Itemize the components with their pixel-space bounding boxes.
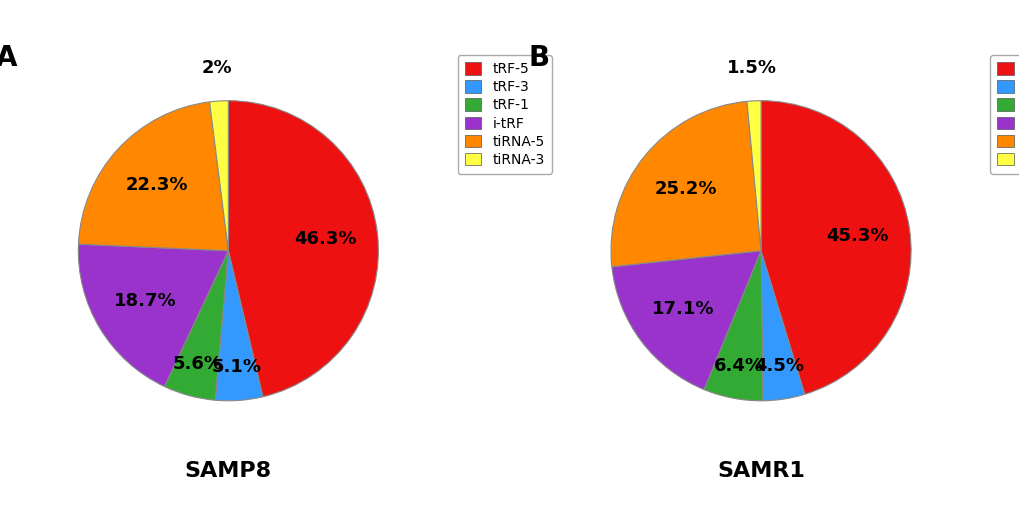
Text: 46.3%: 46.3% (293, 231, 356, 249)
Text: 5.6%: 5.6% (172, 355, 222, 373)
Legend: tRF-5, tRF-3, tRF-1, i-tRF, tiRNA-5, tiRNA-3: tRF-5, tRF-3, tRF-1, i-tRF, tiRNA-5, tiR… (458, 55, 551, 174)
Text: 5.1%: 5.1% (212, 358, 262, 376)
Wedge shape (78, 102, 228, 251)
Text: 22.3%: 22.3% (125, 176, 187, 194)
Text: SAMR1: SAMR1 (716, 461, 804, 481)
Text: 25.2%: 25.2% (653, 180, 716, 198)
Wedge shape (760, 251, 804, 401)
Wedge shape (703, 251, 762, 401)
Text: A: A (0, 44, 17, 72)
Text: 6.4%: 6.4% (713, 357, 763, 375)
Wedge shape (611, 251, 760, 389)
Text: 2%: 2% (202, 59, 232, 77)
Wedge shape (760, 101, 910, 394)
Text: 1.5%: 1.5% (727, 59, 776, 77)
Wedge shape (215, 251, 263, 401)
Wedge shape (746, 101, 760, 251)
Text: SAMP8: SAMP8 (184, 461, 272, 481)
Text: 17.1%: 17.1% (651, 300, 713, 318)
Text: 45.3%: 45.3% (825, 227, 888, 246)
Wedge shape (78, 244, 228, 387)
Wedge shape (228, 101, 378, 397)
Text: B: B (528, 44, 549, 72)
Wedge shape (164, 251, 228, 400)
Wedge shape (610, 101, 760, 267)
Text: 18.7%: 18.7% (113, 292, 176, 310)
Legend: tRF-5, tRF-3, tRF-1, i-tRF, tiRNA-5, tiRNA-3: tRF-5, tRF-3, tRF-1, i-tRF, tiRNA-5, tiR… (989, 55, 1019, 174)
Text: 4.5%: 4.5% (753, 357, 803, 375)
Wedge shape (209, 101, 228, 251)
